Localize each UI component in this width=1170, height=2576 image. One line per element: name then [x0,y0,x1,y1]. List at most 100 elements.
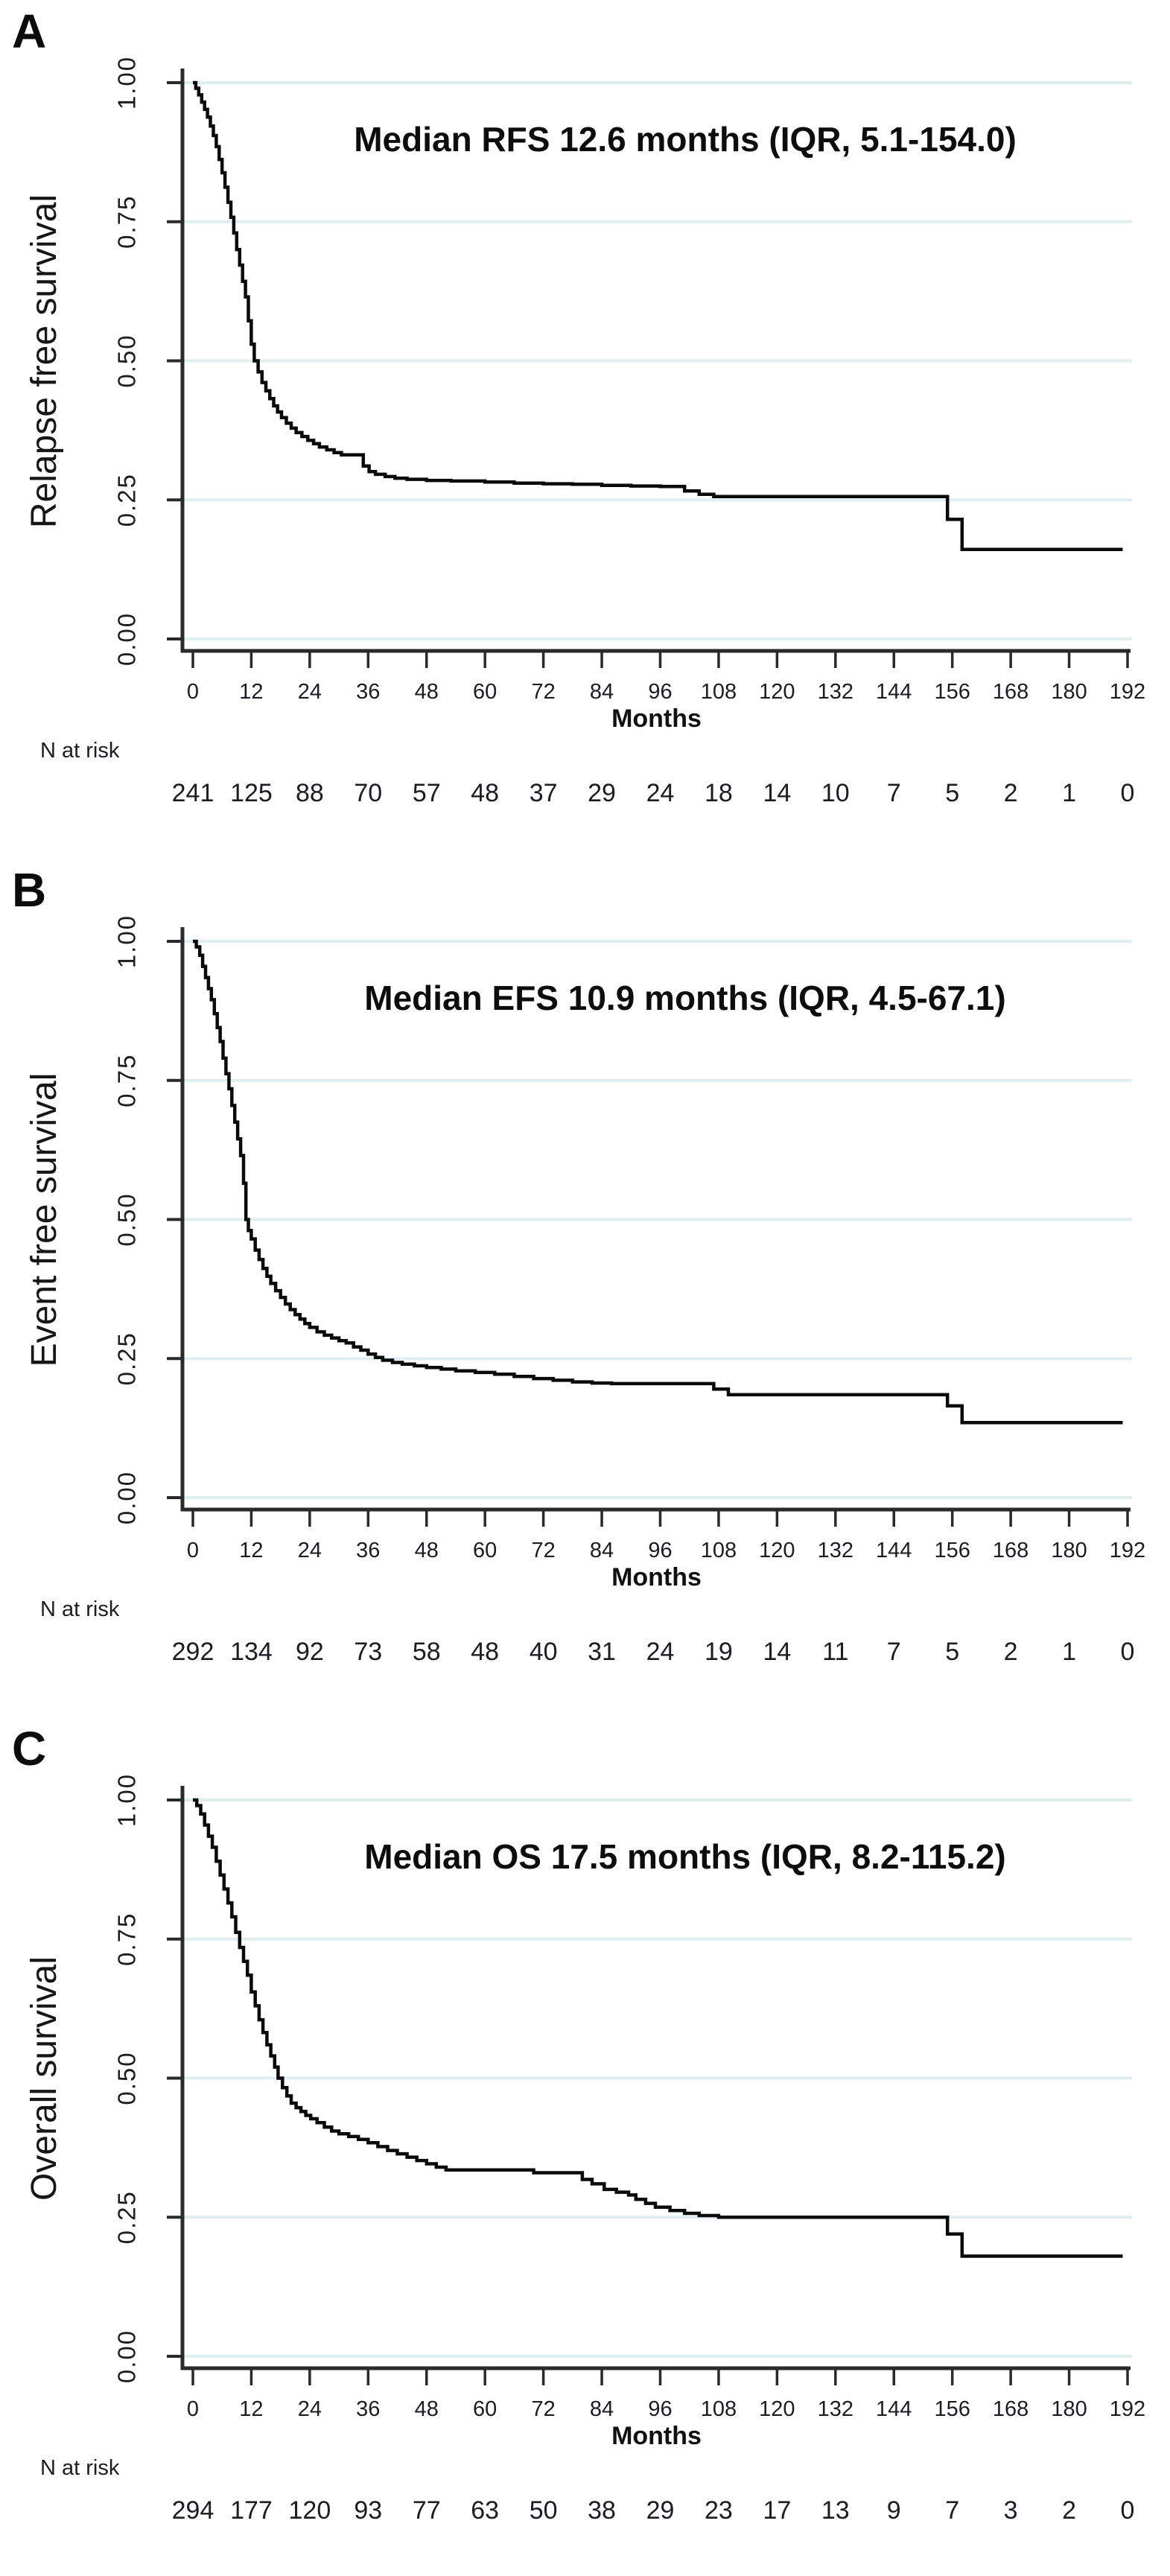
y-tick-label: 0.50 [113,334,141,387]
at-risk-count: 29 [646,2496,675,2525]
x-axis-title-months-a: Months [611,705,702,733]
at-risk-count: 40 [530,1638,558,1666]
x-tick-label: 12 [239,1539,263,1562]
km-curve [193,1798,1123,2258]
at-risk-count: 1 [1062,779,1076,807]
panel-overall-survival: C Overall survival 0.00 0.25 0.50 0.75 1.00 0… [0,1717,1170,2576]
x-tick-label: 132 [818,2397,853,2421]
x-tick-label: 192 [1110,680,1145,704]
at-risk-count: 48 [471,1638,499,1666]
y-tick-label: 1.00 [113,1773,141,1827]
at-risk-count: 10 [821,779,850,807]
x-tick-label: 108 [701,1539,737,1562]
at-risk-count: 24 [646,779,675,807]
km-curve [193,939,1123,1425]
x-tick-label: 180 [1051,2397,1087,2421]
km-plot-efs: 0.000.250.500.751.000 12 24 36 48 60 72 84 96 108… [113,915,1146,1666]
at-risk-count: 241 [172,779,214,807]
panel-event-free-survival: B Event free survival 0.00 0.25 0.50 0.75 1.… [0,859,1170,1717]
at-risk-count: 1 [1062,1638,1076,1666]
at-risk-count: 70 [354,779,382,807]
at-risk-count: 31 [588,1638,616,1666]
x-tick-label: 192 [1110,1539,1145,1562]
panel-letter-a: A [12,4,48,58]
x-tick-label: 120 [759,1539,795,1562]
x-tick-label: 60 [473,2397,497,2421]
at-risk-count: 18 [705,779,733,807]
at-risk-count: 14 [763,1638,791,1666]
x-tick-label: 108 [701,2397,737,2421]
at-risk-count: 58 [413,1638,441,1666]
x-tick-label: 84 [590,1539,614,1562]
at-risk-count: 38 [588,2496,616,2525]
y-tick-label: 0.25 [113,2190,141,2244]
y-tick-label: 0.75 [113,1054,141,1107]
n-at-risk-label-c: N at risk [40,2456,120,2480]
at-risk-count: 37 [530,779,558,807]
panel-letter-b: B [12,863,48,917]
y-tick-label: 0.25 [113,1332,141,1385]
x-tick-label: 132 [818,1539,853,1562]
x-tick-label: 96 [648,680,672,704]
x-tick-label: 84 [590,680,614,704]
x-axis-title-months-c: Months [611,2422,702,2450]
at-risk-count: 2 [1004,779,1018,807]
at-risk-count: 120 [289,2496,331,2525]
x-tick-label: 12 [239,2397,263,2421]
y-tick-label: 1.00 [113,915,141,968]
n-at-risk-label-b: N at risk [40,1597,120,1621]
x-tick-label: 168 [993,680,1028,704]
at-risk-count: 57 [413,779,441,807]
x-tick-label: 108 [701,680,737,704]
median-annotation-rfs: Median RFS 12.6 months (IQR, 5.1-154.0) [354,120,1017,159]
at-risk-count: 93 [354,2496,382,2525]
km-curve [193,80,1123,551]
at-risk-count: 24 [646,1638,675,1666]
at-risk-count: 19 [705,1638,733,1666]
x-tick-label: 48 [415,1539,439,1562]
x-tick-label: 120 [759,680,795,704]
x-tick-label: 48 [415,680,439,704]
x-tick-label: 72 [531,2397,555,2421]
x-tick-label: 180 [1051,680,1087,704]
at-risk-count: 0 [1121,1638,1135,1666]
x-tick-label: 24 [298,1539,322,1562]
y-tick-label: 0.25 [113,473,141,527]
x-tick-label: 36 [356,680,380,704]
x-axis-title-months-b: Months [611,1563,702,1591]
median-annotation-os: Median OS 17.5 months (IQR, 8.2-115.2) [364,1837,1006,1876]
x-tick-label: 156 [934,1539,970,1562]
at-risk-count: 5 [945,1638,959,1666]
y-tick-label: 0.75 [113,1912,141,1966]
at-risk-count: 2 [1062,2496,1076,2525]
panel-letter-c: C [12,1722,48,1775]
x-tick-label: 0 [187,2397,199,2421]
at-risk-count: 3 [1004,2496,1018,2525]
at-risk-count: 88 [296,779,324,807]
km-plot-rfs: 0.000.250.500.751.000 12 24 36 48 60 72 84 96 108… [113,56,1146,807]
at-risk-count: 5 [945,779,959,807]
panel-relapse-free-survival: A Relapse free survival 0.00 0.25 0.50 0.75… [0,0,1170,859]
x-tick-label: 48 [415,2397,439,2421]
x-tick-label: 120 [759,2397,795,2421]
x-tick-label: 24 [298,2397,322,2421]
x-tick-label: 60 [473,680,497,704]
at-risk-count: 2 [1004,1638,1018,1666]
x-tick-label: 24 [298,680,322,704]
y-tick-label: 0.50 [113,1192,141,1246]
at-risk-count: 63 [471,2496,499,2525]
x-tick-label: 72 [531,680,555,704]
at-risk-count: 0 [1121,779,1135,807]
x-tick-label: 132 [818,680,853,704]
y-tick-label: 0.00 [113,2329,141,2383]
at-risk-count: 7 [887,779,901,807]
at-risk-count: 292 [172,1638,214,1666]
y-tick-label: 0.75 [113,195,141,249]
x-tick-label: 60 [473,1539,497,1562]
at-risk-count: 23 [705,2496,733,2525]
y-tick-label: 0.50 [113,2051,141,2105]
at-risk-count: 11 [822,1638,848,1666]
x-tick-label: 0 [187,680,199,704]
at-risk-count: 17 [763,2496,791,2525]
